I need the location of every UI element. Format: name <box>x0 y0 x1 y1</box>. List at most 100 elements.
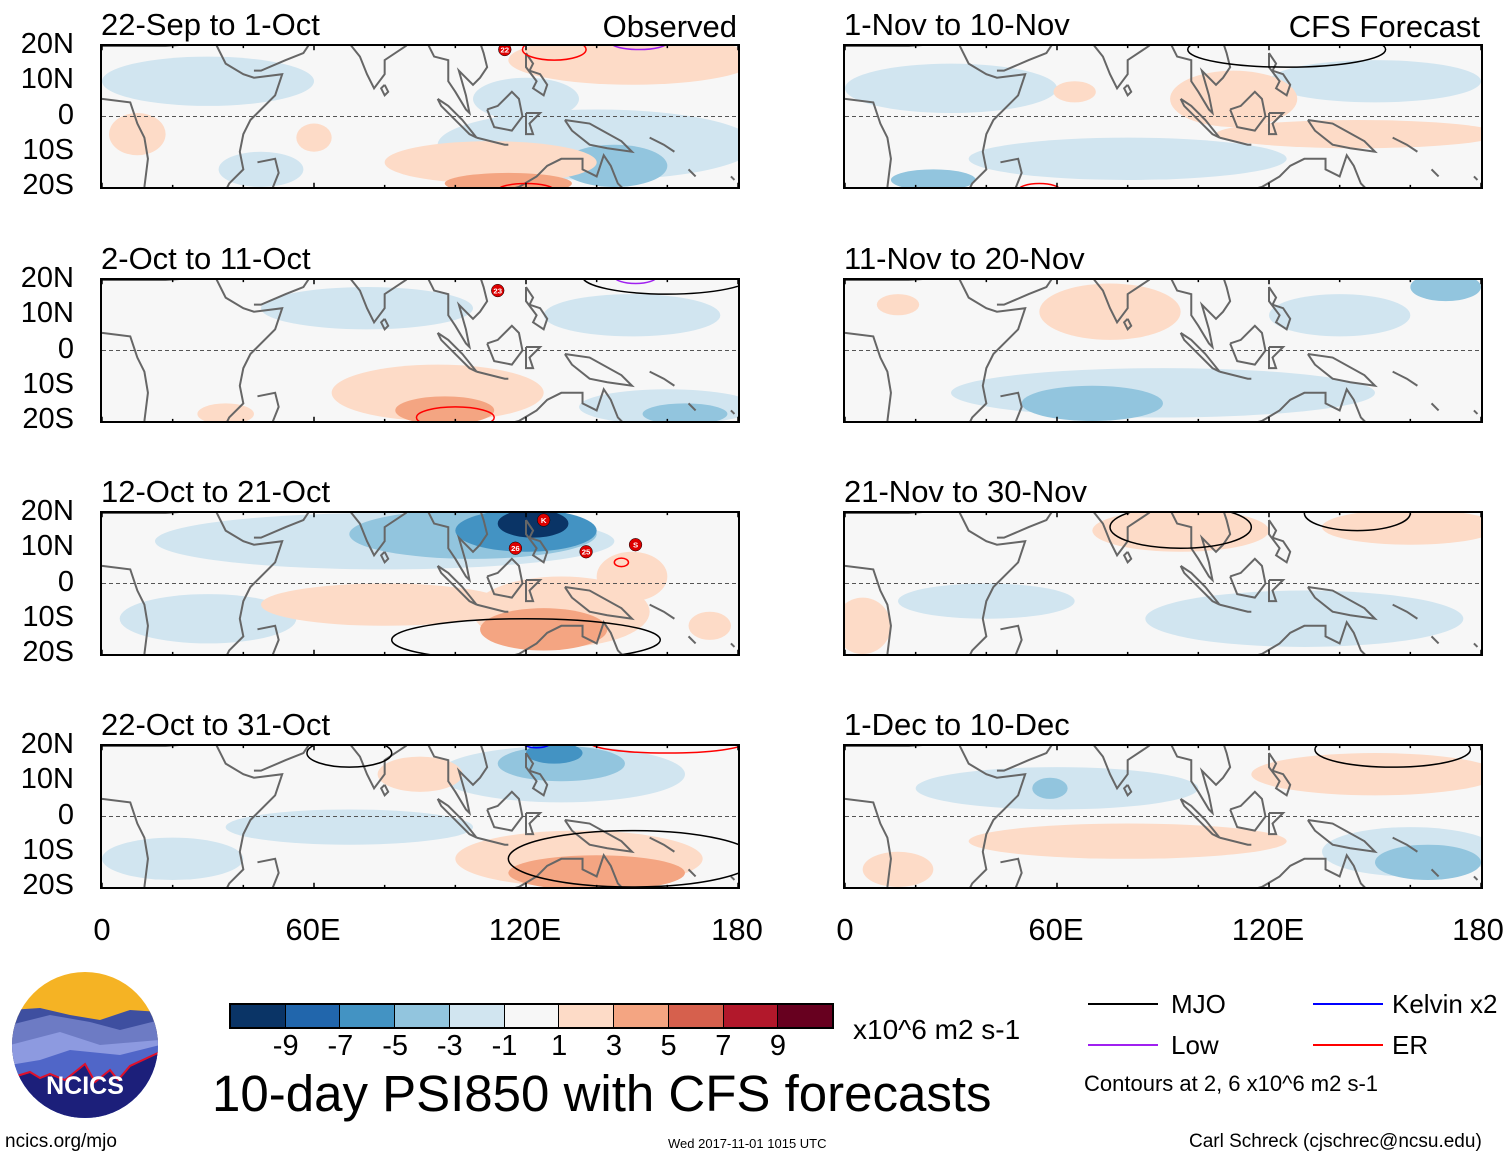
lat-label: 10S <box>22 833 74 866</box>
coastline <box>526 113 540 134</box>
coastline <box>102 333 148 421</box>
coastline <box>1220 372 1252 379</box>
coastline <box>1393 605 1418 619</box>
coastline <box>1269 813 1283 834</box>
coastline <box>1248 622 1368 654</box>
coastline <box>1474 643 1478 647</box>
anomaly-region <box>119 594 297 644</box>
anomaly-region <box>102 56 314 106</box>
lon-label-right-60e: 60E <box>1028 912 1084 947</box>
panel-title: 2-Oct to 11-Oct <box>101 241 311 276</box>
lat-label: 0 <box>57 798 74 831</box>
colorbar-tick-label: -5 <box>382 1030 408 1062</box>
colorbar-tick-label: -7 <box>327 1030 354 1062</box>
coastline <box>1269 347 1283 368</box>
colorbar-tick-label: 9 <box>769 1030 787 1062</box>
lat-label: 20N <box>20 495 74 527</box>
coastline <box>102 799 148 887</box>
coastline <box>335 280 413 322</box>
anomaly-region <box>197 403 254 421</box>
colorbar-swatch <box>449 1005 505 1027</box>
lat-label: 0 <box>57 98 74 131</box>
colorbar-tick-label: -1 <box>491 1030 518 1062</box>
coastline <box>565 587 632 619</box>
coastline <box>1078 280 1156 322</box>
figure-title: 10-day PSI850 with CFS forecasts <box>212 1065 992 1122</box>
anomaly-region <box>473 77 579 121</box>
colorbar-swatch <box>231 1005 286 1027</box>
panel-title: 22-Oct to 31-Oct <box>101 707 331 742</box>
panel-title: 1-Dec to 10-Dec <box>844 707 1070 742</box>
colorbar-tick-label: -9 <box>272 1030 299 1062</box>
coastline <box>254 746 311 771</box>
colorbar-swatch <box>778 1005 833 1027</box>
anomaly-region <box>1053 81 1096 103</box>
contour-mjo <box>1304 513 1410 531</box>
coastline <box>1078 746 1156 788</box>
coastline <box>381 319 388 330</box>
site-link[interactable]: ncics.org/mjo <box>5 1131 117 1152</box>
coastline <box>257 626 278 654</box>
coastline <box>1220 138 1252 145</box>
contour-er <box>614 558 628 566</box>
coastline <box>845 566 891 654</box>
coastline <box>1248 155 1368 187</box>
coastline <box>1181 333 1220 372</box>
coastline <box>526 53 547 95</box>
legend-er-label: ER <box>1392 1030 1429 1060</box>
coastline <box>1220 838 1252 845</box>
coastline <box>1170 280 1230 347</box>
anomaly-region <box>1322 513 1481 545</box>
colorbar-tick-label: 1 <box>551 1030 568 1062</box>
map-panel <box>843 511 1483 656</box>
map-panel: 26 K 25 S <box>100 511 740 656</box>
tropical-cyclone-marker: S <box>629 538 642 551</box>
legend-er-line <box>1313 1044 1383 1046</box>
coastline <box>689 169 696 176</box>
map-panel: 22 <box>100 44 740 189</box>
coastline <box>526 753 547 795</box>
coastline <box>1269 580 1283 601</box>
coastline <box>997 513 1054 538</box>
coastline <box>526 520 547 562</box>
coastline <box>487 92 522 131</box>
colorbar <box>229 1003 834 1029</box>
timestamp: Wed 2017-11-01 1015 UTC <box>668 1136 827 1151</box>
lon-label-left-180: 180 <box>711 912 763 947</box>
coastline <box>427 746 487 813</box>
lat-label: 20S <box>22 169 74 202</box>
coastline <box>526 580 540 601</box>
anomaly-region <box>109 112 166 156</box>
lat-label: 10N <box>20 530 74 563</box>
coastline <box>254 280 311 305</box>
coastline <box>1230 326 1265 365</box>
coastline <box>1000 393 1021 421</box>
coastline <box>1000 859 1021 887</box>
panel-title: 22-Sep to 1-Oct <box>101 7 320 42</box>
lon-label-right-120e: 120E <box>1231 912 1305 947</box>
coastline <box>477 138 509 145</box>
coastline <box>427 46 487 113</box>
ncics-logo: NCICS <box>10 970 160 1120</box>
lat-label: 20N <box>20 262 74 294</box>
anomaly-region <box>218 151 304 187</box>
coastline <box>1308 587 1375 619</box>
anomaly-region <box>296 123 332 152</box>
panel-source-label: CFS Forecast <box>1288 9 1480 44</box>
anomaly-region <box>1410 280 1481 302</box>
lat-label: 20N <box>20 728 74 760</box>
lon-label-left-0: 0 <box>93 912 111 947</box>
lon-label-right-0: 0 <box>836 912 854 947</box>
contour-mjo <box>583 280 738 294</box>
contour-low <box>614 280 656 284</box>
coastline <box>1308 820 1375 852</box>
coastline <box>335 46 413 88</box>
coastline <box>1393 838 1418 852</box>
author-credit: Carl Schreck (cjschrec@ncsu.edu) <box>1189 1131 1482 1152</box>
anomaly-region <box>642 403 728 421</box>
anomaly-region <box>968 823 1287 859</box>
coastline <box>845 333 891 421</box>
coastline <box>1269 520 1290 562</box>
coastline <box>565 120 632 152</box>
coastline <box>487 326 522 365</box>
